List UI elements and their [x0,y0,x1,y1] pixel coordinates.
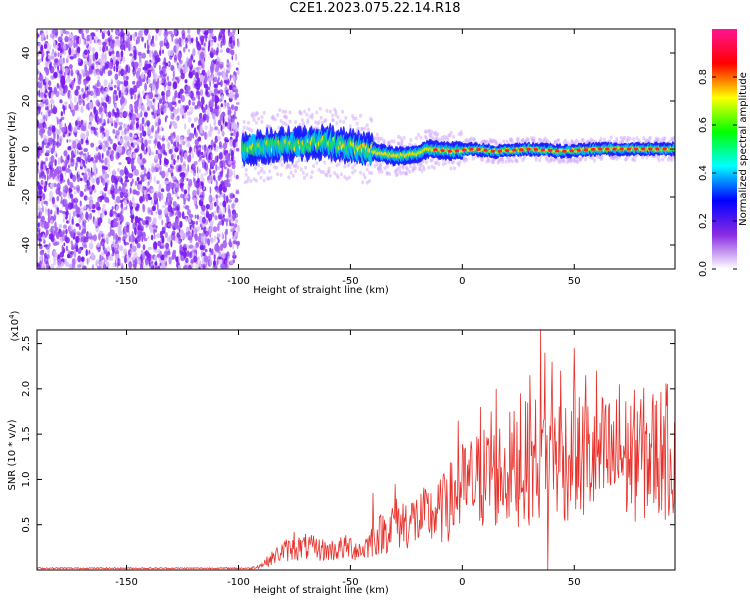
colorbar-tick-label: 0.4 [698,165,709,181]
spectrogram-image [37,29,675,269]
y-tick-label: 2.5 [21,336,32,352]
x-tick-label: -150 [115,577,138,588]
colorbar-tick-label: 0.6 [698,117,709,133]
y-tick-label: -40 [21,237,32,253]
x-axis-label: Height of straight line (km) [253,585,389,596]
x-axis-label: Height of straight line (km) [253,285,389,296]
x-tick-label: -150 [115,276,138,287]
spectrogram-panel: -150 -100 -50 0 50 -40 -20 0 20 40 Height of strai… [7,28,676,296]
y-tick-label: 0.5 [21,517,32,533]
x-tick-label: -50 [342,276,358,287]
y-tick-label: -20 [21,189,32,205]
snr-panel: -150 -100 -50 0 50 0.5 1.0 1.5 2.0 2.5 Height of s… [7,310,676,596]
x-tick-label: -50 [342,577,358,588]
x-tick-label: 0 [459,577,465,588]
plot-frame [36,329,676,571]
y-axis-label: SNR (10 * v/v) [7,419,18,490]
y-tick-label: 1.0 [21,471,32,487]
y-tick-label: 2.0 [21,381,32,397]
y-tick-label: 20 [21,95,32,108]
colorbar: 0.0 0.2 0.4 0.6 0.8 Normalized spectral ampli… [698,29,749,277]
colorbar-gradient [712,29,737,269]
x-tick-label: 50 [568,276,581,287]
colorbar-tick-label: 0.0 [698,261,709,277]
colorbar-tick-label: 0.2 [698,213,709,229]
y-tick-label: 40 [21,47,32,60]
y-axis-label: Frequency (Hz) [7,111,18,187]
chart-title: C2E1.2023.075.22.14.R18 [289,1,461,16]
colorbar-label: Normalized spectral amplitude [738,72,749,226]
colorbar-tick-label: 0.8 [698,69,709,85]
y-tick-label: 1.5 [21,426,32,442]
x-tick-label: -100 [227,577,250,588]
x-tick-label: 0 [459,276,465,287]
y-multiplier-label: (x104) [8,310,21,341]
x-tick-label: -100 [227,276,250,287]
y-tick-label: 0 [21,146,32,152]
snr-series-line [37,330,675,570]
x-tick-label: 50 [568,577,581,588]
